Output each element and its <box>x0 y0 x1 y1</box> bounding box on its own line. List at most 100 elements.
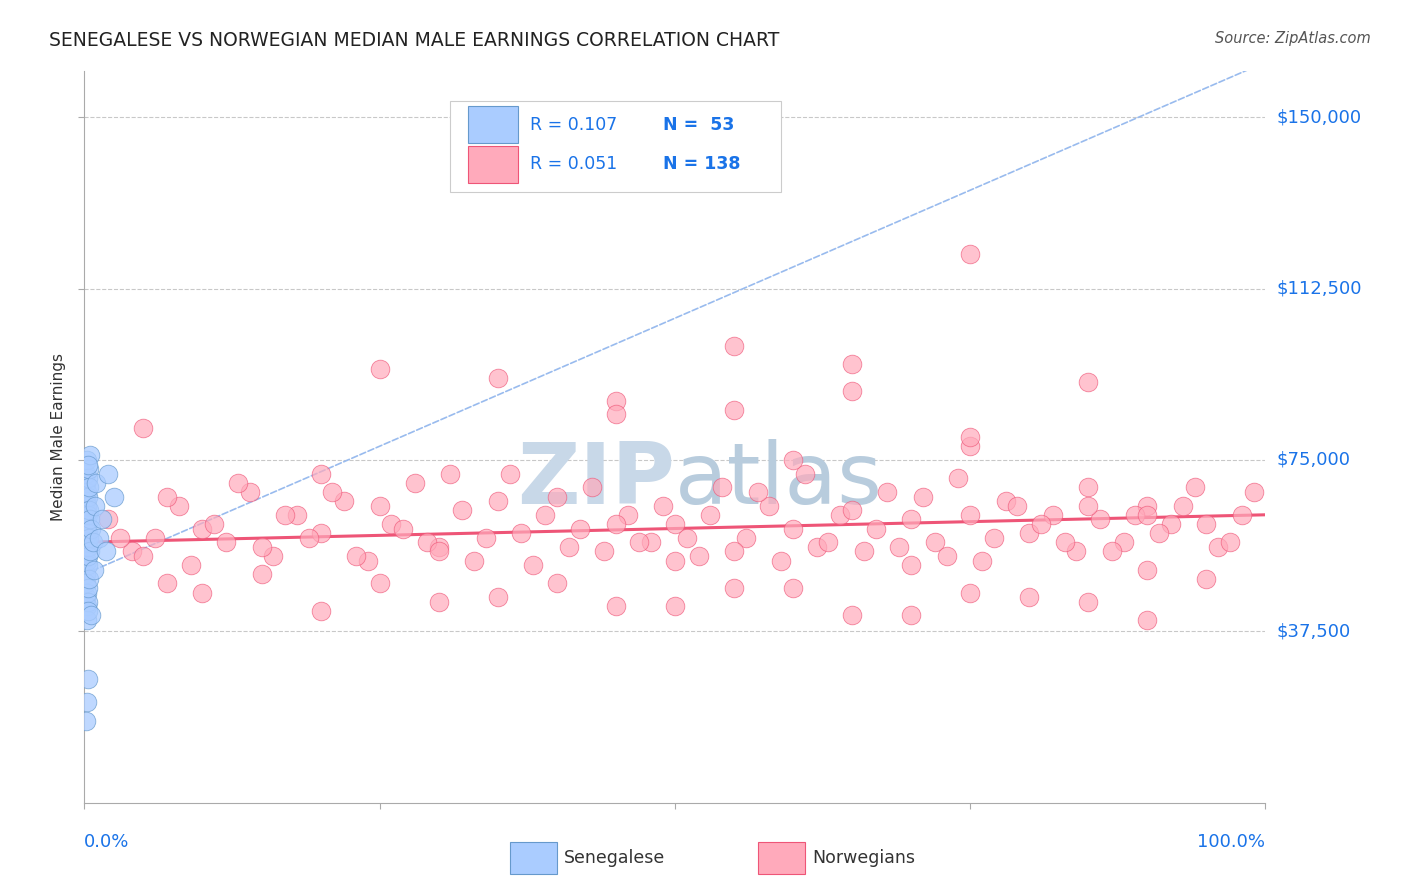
Point <box>782 581 804 595</box>
Point <box>368 499 391 513</box>
Point <box>782 453 804 467</box>
Point <box>83 563 105 577</box>
Point <box>723 338 745 352</box>
Point <box>77 490 100 504</box>
Point <box>103 490 125 504</box>
Point <box>1136 563 1159 577</box>
Point <box>1206 540 1229 554</box>
Point <box>75 503 97 517</box>
Point <box>156 490 179 504</box>
Point <box>557 540 579 554</box>
Point <box>298 531 321 545</box>
Point <box>77 458 100 472</box>
Point <box>994 494 1017 508</box>
Point <box>758 499 780 513</box>
Point <box>226 475 249 490</box>
Point <box>900 608 922 623</box>
Point <box>1136 499 1159 513</box>
Point <box>333 494 356 508</box>
Point <box>191 585 214 599</box>
FancyBboxPatch shape <box>468 106 517 143</box>
Point <box>77 581 100 595</box>
Point <box>132 549 155 563</box>
Point <box>392 521 415 535</box>
Point <box>1018 526 1040 541</box>
Text: N =  53: N = 53 <box>664 116 734 134</box>
Point <box>76 695 98 709</box>
Text: $75,000: $75,000 <box>1277 451 1351 469</box>
Point <box>77 572 100 586</box>
Point <box>1077 480 1099 494</box>
Point <box>806 540 828 554</box>
Text: 100.0%: 100.0% <box>1198 833 1265 851</box>
Point <box>664 599 686 614</box>
Point <box>475 531 498 545</box>
Point <box>924 535 946 549</box>
Point <box>309 604 332 618</box>
Point <box>97 512 120 526</box>
Point <box>344 549 367 563</box>
Point <box>167 499 190 513</box>
Point <box>76 613 98 627</box>
Point <box>782 521 804 535</box>
Point <box>959 439 981 453</box>
Point <box>640 535 662 549</box>
Point <box>75 512 97 526</box>
Point <box>817 535 839 549</box>
Point <box>215 535 238 549</box>
FancyBboxPatch shape <box>450 101 782 192</box>
Point <box>77 594 100 608</box>
Point <box>121 544 143 558</box>
Point <box>79 544 101 558</box>
Point <box>79 512 101 526</box>
Text: $112,500: $112,500 <box>1277 279 1362 298</box>
Point <box>1243 484 1265 499</box>
Point <box>191 521 214 535</box>
Point <box>688 549 710 563</box>
Text: atlas: atlas <box>675 440 883 523</box>
Point <box>75 567 97 582</box>
Point <box>841 384 863 399</box>
Point <box>1077 594 1099 608</box>
Point <box>841 503 863 517</box>
Point <box>546 490 568 504</box>
Point <box>747 484 769 499</box>
Point <box>616 508 638 522</box>
Point <box>628 535 651 549</box>
Point <box>77 480 100 494</box>
Point <box>959 247 981 261</box>
Point <box>94 544 117 558</box>
Point <box>250 540 273 554</box>
Text: Senegalese: Senegalese <box>564 848 665 867</box>
Point <box>900 558 922 573</box>
Point <box>1007 499 1029 513</box>
Point <box>498 467 520 481</box>
Point <box>1147 526 1170 541</box>
Point <box>546 576 568 591</box>
Point <box>77 673 100 687</box>
Point <box>723 544 745 558</box>
Point <box>77 540 100 554</box>
Point <box>76 484 98 499</box>
Point <box>1125 508 1147 522</box>
Point <box>80 608 103 623</box>
Point <box>76 516 98 531</box>
Point <box>75 714 97 728</box>
Point <box>1195 572 1218 586</box>
Point <box>605 516 627 531</box>
Point <box>75 576 97 591</box>
Point <box>569 521 592 535</box>
Point <box>1171 499 1194 513</box>
Point <box>91 512 114 526</box>
Point <box>534 508 557 522</box>
Point <box>664 516 686 531</box>
Point <box>80 521 103 535</box>
Y-axis label: Median Male Earnings: Median Male Earnings <box>51 353 66 521</box>
Point <box>830 508 852 522</box>
Point <box>911 490 934 504</box>
Point <box>1195 516 1218 531</box>
Point <box>76 585 98 599</box>
Point <box>723 402 745 417</box>
Point <box>84 475 107 490</box>
Point <box>143 531 166 545</box>
